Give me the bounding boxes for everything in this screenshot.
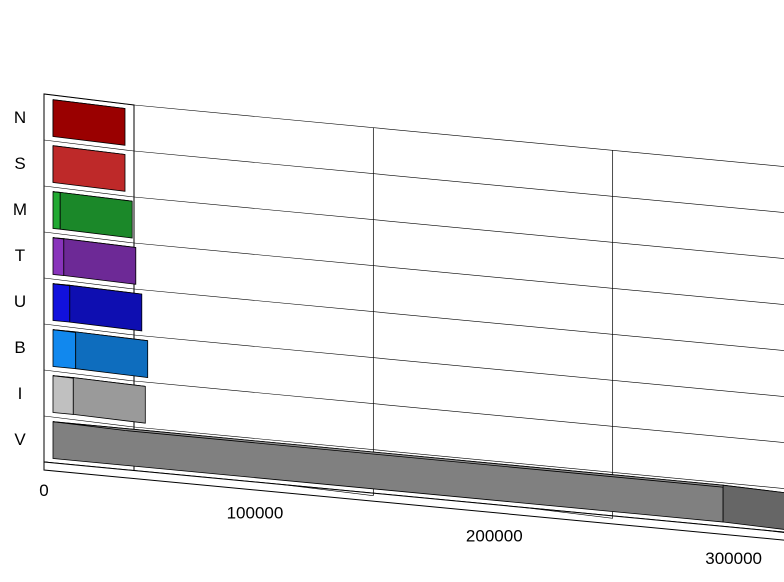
bar-T [52,237,137,285]
bar-U [52,283,143,332]
gridline-left-wall [43,369,135,382]
x-tick-label: 0 [39,481,48,500]
bar-face-end [59,191,133,239]
chart-bars [52,99,784,530]
x-tick-label: 100000 [227,504,284,523]
gridline-left-wall [43,231,135,244]
bar-face-front [52,375,74,415]
category-label-M: M [13,200,27,219]
x-tick-label: 200000 [466,526,523,545]
x-tick-labels: 0 100000 200000 300000 [39,481,762,568]
gridline-left-wall [43,93,135,106]
gridline-horizontal [133,150,784,213]
bar-M [52,191,133,239]
gridline-horizontal [133,104,784,167]
gridline-left-wall [43,415,135,428]
bar-face-end [72,377,146,424]
gridline-left-wall [43,185,135,198]
gridline-horizontal [133,196,784,259]
bar-B [52,329,149,378]
gridline-floor [761,529,784,533]
bar-face-front [52,283,71,323]
gridline-floor [522,507,613,519]
gridline-horizontal [133,334,784,397]
bar-N [52,99,126,146]
gridline-horizontal [133,242,784,305]
category-label-B: B [14,338,25,357]
gridline-horizontal [133,426,784,489]
chart-grid [43,93,784,533]
bar-face-end [75,331,149,378]
bar-face-front [52,237,65,276]
bar-face-front [52,191,61,230]
bar-face-end [63,238,137,285]
gridline-left-wall [43,139,135,152]
gridline-left-wall [43,323,135,336]
bar-face-end [722,484,784,530]
gridline-horizontal [133,288,784,351]
bar-face-end [52,145,126,192]
bar-face-top [52,421,784,494]
bar-I [52,375,146,424]
category-label-V: V [14,430,26,449]
gridline-floor [283,484,374,496]
category-label-T: T [15,246,25,265]
category-label-N: N [14,108,26,127]
bar-face-front [52,329,77,370]
category-label-I: I [18,384,23,403]
bar-face-end [69,284,143,332]
gridline-horizontal [133,380,784,443]
category-labels: N S M T U B I V [13,108,27,449]
gridline-left-wall [43,277,135,290]
x-tick-label: 300000 [705,549,762,568]
floor-edge [43,461,784,541]
category-label-U: U [14,292,26,311]
bar-V [52,421,784,530]
bar-face-end [52,99,126,146]
bar-S [52,145,126,192]
category-label-S: S [14,154,25,173]
